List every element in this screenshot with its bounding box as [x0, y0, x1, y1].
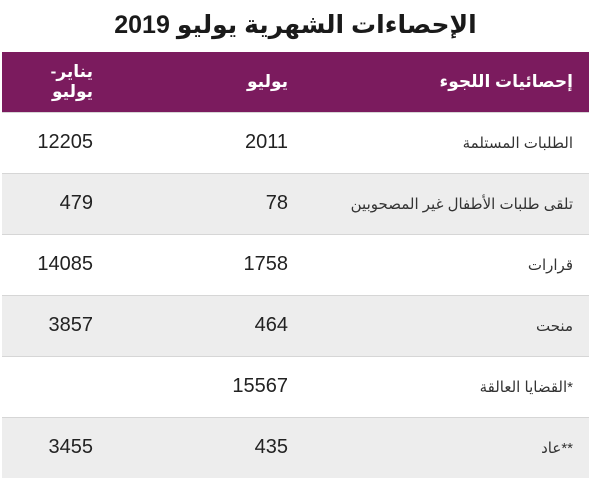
table-row: تلقى طلبات الأطفال غير المصحوبين 78 479 — [2, 173, 589, 234]
row-label: منحت — [536, 317, 573, 335]
row-label: **عاد — [541, 439, 573, 457]
row-jan-july-value: 14085 — [2, 234, 109, 295]
header-july: يوليو — [246, 71, 288, 91]
cell-value: 15567 — [232, 375, 288, 397]
row-jan-july-value: 3455 — [2, 417, 109, 478]
table-row: منحت 464 3857 — [2, 295, 589, 356]
table-row: **عاد 435 3455 — [2, 417, 589, 478]
row-july-value: 2011 — [109, 112, 304, 173]
table-row: الطلبات المستلمة 2011 12205 — [2, 112, 589, 173]
cell-value: 2011 — [244, 131, 288, 153]
cell-value: 78 — [265, 192, 288, 214]
row-label: تلقى طلبات الأطفال غير المصحوبين — [350, 195, 573, 213]
table-row: *القضايا العالقة 15567 — [2, 356, 589, 417]
cell-value: 464 — [254, 314, 288, 336]
row-label: قرارات — [527, 256, 573, 274]
row-july-value: 464 — [109, 295, 304, 356]
table-row: قرارات 1758 14085 — [2, 234, 589, 295]
row-jan-july-value: 479 — [2, 173, 109, 234]
cell-value: 12205 — [37, 131, 93, 153]
asylum-statistics-table: إحصائيات اللجوء يوليو يناير-يوليو الطلبا… — [2, 52, 589, 478]
row-jan-july-value: 12205 — [2, 112, 109, 173]
cell-value: 3857 — [48, 314, 94, 336]
row-july-value: 78 — [109, 173, 304, 234]
row-july-value: 435 — [109, 417, 304, 478]
page-title: الإحصاءات الشهرية يوليو 2019 — [114, 11, 477, 39]
row-label: *القضايا العالقة — [479, 378, 573, 396]
row-jan-july-value — [2, 356, 109, 417]
row-july-value: 15567 — [109, 356, 304, 417]
row-label: الطلبات المستلمة — [462, 134, 573, 152]
cell-value: 14085 — [37, 253, 93, 275]
row-jan-july-value: 3857 — [2, 295, 109, 356]
header-jan-july: يناير-يوليو — [50, 61, 93, 101]
row-july-value: 1758 — [109, 234, 304, 295]
header-category: إحصائيات اللجوء — [439, 71, 573, 91]
cell-value: 435 — [254, 436, 288, 459]
cell-value: 1758 — [243, 253, 289, 275]
table-header-row: إحصائيات اللجوء يوليو يناير-يوليو — [2, 52, 589, 112]
cell-value: 3455 — [48, 436, 94, 459]
cell-value: 479 — [59, 192, 93, 214]
